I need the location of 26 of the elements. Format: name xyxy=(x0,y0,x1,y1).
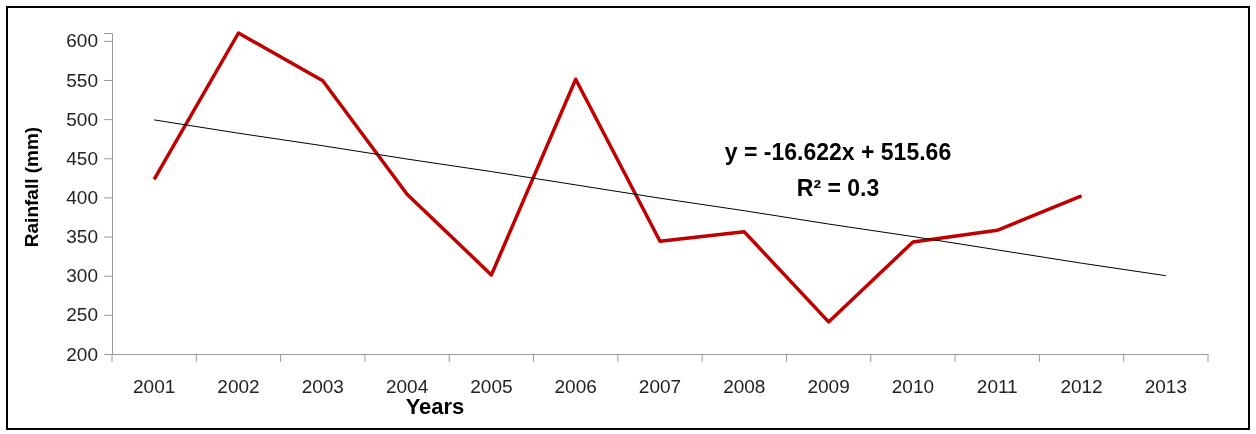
x-tick-label: 2002 xyxy=(217,376,260,398)
y-tick-label: 600 xyxy=(66,30,98,52)
x-tick-label: 2009 xyxy=(807,376,850,398)
y-tick-label: 400 xyxy=(66,186,98,208)
x-tick-label: 2006 xyxy=(554,376,597,398)
y-tick-label: 500 xyxy=(66,108,98,130)
annotation: y = -16.622x + 515.66 xyxy=(724,139,952,165)
y-tick-label: 450 xyxy=(66,147,98,169)
x-tick-label: 2001 xyxy=(133,376,176,398)
line-series xyxy=(153,119,1167,277)
annotation: R² = 0.3 xyxy=(796,175,880,201)
x-tick-label: 2011 xyxy=(976,376,1018,398)
x-tick-label: 2012 xyxy=(1060,376,1103,398)
x-tick-label: 2005 xyxy=(470,376,513,398)
y-tick-label: 250 xyxy=(66,304,98,326)
x-tick-label: 2010 xyxy=(891,376,935,398)
x-tick-label: 2013 xyxy=(1144,376,1187,398)
y-tick-label: 550 xyxy=(66,69,98,91)
y-tick-label: 350 xyxy=(66,226,98,248)
line-series xyxy=(152,31,1084,324)
x-tick-label: 2003 xyxy=(301,376,344,398)
y-axis-title: Rainfall (mm) xyxy=(21,126,42,248)
y-tick-label: 300 xyxy=(66,265,98,287)
x-tick-label: 2007 xyxy=(638,376,682,398)
y-tick-label: 200 xyxy=(66,343,98,365)
x-tick-label: 2008 xyxy=(723,376,766,398)
